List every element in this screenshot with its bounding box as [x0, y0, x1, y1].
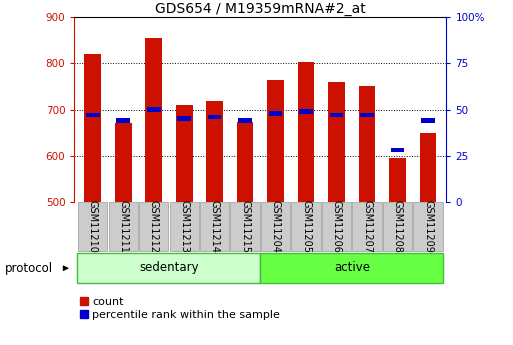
Bar	[261, 254, 443, 283]
Bar	[115, 124, 131, 202]
Legend: count, percentile rank within the sample: count, percentile rank within the sample	[80, 297, 280, 320]
Bar	[352, 202, 382, 252]
Bar	[208, 115, 222, 119]
Bar	[238, 118, 252, 123]
Bar	[230, 202, 260, 252]
Bar	[236, 122, 253, 202]
Text: GSM11204: GSM11204	[270, 200, 281, 253]
Text: GSM11214: GSM11214	[210, 200, 220, 253]
Title: GDS654 / M19359mRNA#2_at: GDS654 / M19359mRNA#2_at	[155, 2, 366, 16]
Text: GSM11211: GSM11211	[118, 200, 128, 253]
Bar	[322, 202, 351, 252]
Bar	[298, 62, 314, 202]
Bar	[420, 132, 437, 202]
Bar	[330, 113, 343, 117]
Bar	[267, 80, 284, 202]
Bar	[391, 148, 404, 152]
Text: GSM11213: GSM11213	[179, 200, 189, 253]
Text: GSM11206: GSM11206	[331, 200, 342, 253]
Bar	[261, 202, 290, 252]
Bar	[169, 202, 199, 252]
Bar	[77, 254, 261, 283]
Bar	[328, 82, 345, 202]
Text: GSM11215: GSM11215	[240, 200, 250, 253]
Bar	[139, 202, 168, 252]
Text: GSM11207: GSM11207	[362, 200, 372, 253]
Bar	[147, 107, 161, 112]
Bar	[109, 202, 138, 252]
Text: GSM11208: GSM11208	[392, 200, 403, 253]
Text: GSM11209: GSM11209	[423, 200, 433, 253]
Bar	[389, 158, 406, 202]
Bar	[383, 202, 412, 252]
Bar	[360, 113, 374, 117]
Text: GSM11205: GSM11205	[301, 200, 311, 253]
Bar	[291, 202, 321, 252]
Text: GSM11210: GSM11210	[88, 200, 97, 253]
Bar	[299, 109, 313, 114]
Text: protocol: protocol	[5, 262, 53, 275]
Bar	[116, 118, 130, 123]
Text: active: active	[334, 261, 370, 274]
Bar	[84, 54, 101, 202]
Bar	[177, 117, 191, 121]
Text: sedentary: sedentary	[139, 261, 199, 274]
Bar	[359, 86, 376, 202]
Bar	[86, 113, 100, 117]
Bar	[200, 202, 229, 252]
Bar	[78, 202, 107, 252]
Bar	[206, 101, 223, 202]
Bar	[176, 105, 192, 202]
Bar	[145, 38, 162, 202]
Bar	[413, 202, 443, 252]
Bar	[421, 118, 435, 123]
Bar	[269, 111, 283, 116]
Text: GSM11212: GSM11212	[149, 200, 159, 253]
